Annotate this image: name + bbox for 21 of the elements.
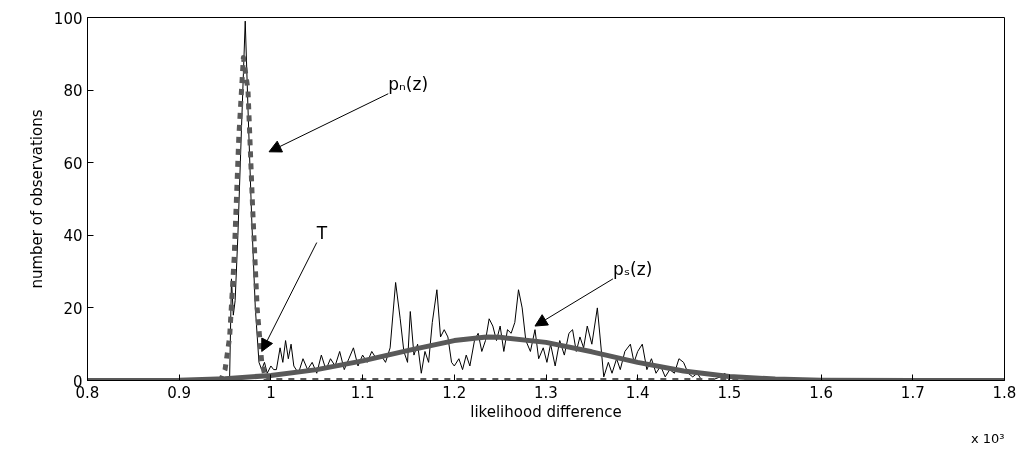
annotation: T <box>315 222 328 243</box>
x-tick-label: 1.6 <box>809 383 834 402</box>
annotation: pₙ(z) <box>388 73 429 94</box>
x-tick-label: 1.4 <box>625 383 650 402</box>
text: x 10³ <box>970 430 1005 446</box>
x-tick-label: 1 <box>266 383 276 402</box>
x-tick-label: 1.2 <box>442 383 467 402</box>
x-axis-title: likelihood difference <box>470 402 622 421</box>
y-tick-label: 20 <box>63 299 83 318</box>
x-tick-label: 1.3 <box>534 383 558 402</box>
y-tick-label: 40 <box>63 227 83 246</box>
x-tick-label: 1.1 <box>350 383 375 402</box>
x-tick-label: 1.5 <box>717 383 742 402</box>
y-tick-label: 60 <box>63 154 83 173</box>
x-tick-label: 1.7 <box>900 383 925 402</box>
y-tick-label: 100 <box>53 9 83 28</box>
annotation: pₛ(z) <box>612 258 653 279</box>
y-tick-label: 80 <box>63 82 83 101</box>
x-tick-label: 0.9 <box>167 383 192 402</box>
y-axis-title: number of observations <box>27 109 46 289</box>
x-tick-label: 1.8 <box>992 383 1017 402</box>
